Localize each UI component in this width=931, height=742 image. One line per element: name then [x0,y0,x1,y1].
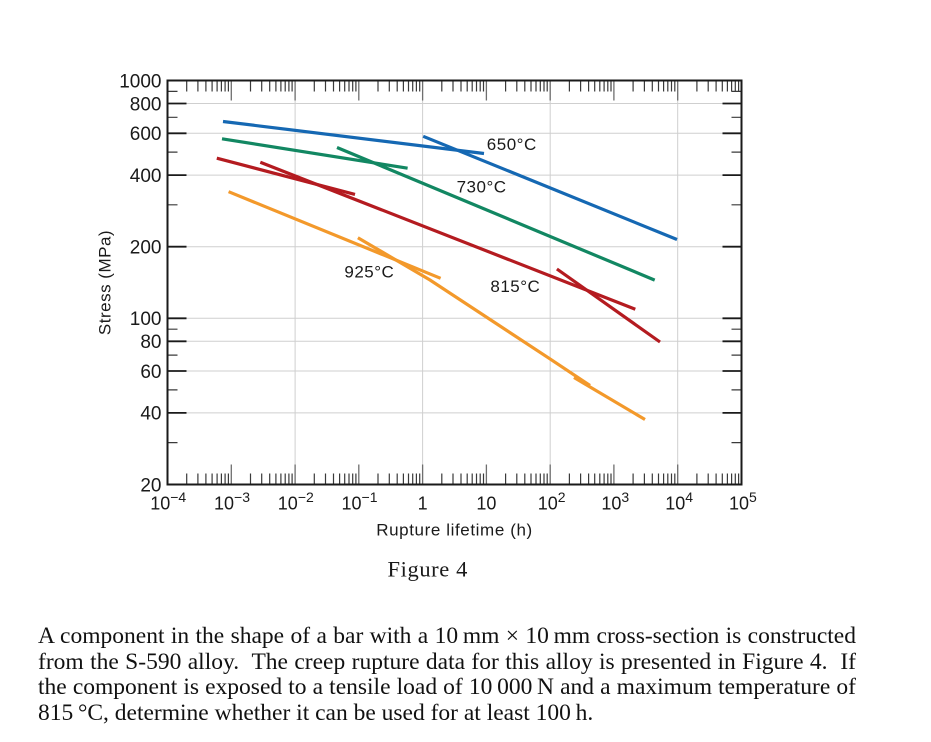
svg-text:200: 200 [130,238,162,259]
svg-text:80: 80 [140,332,161,353]
svg-text:Figure 4: Figure 4 [388,556,468,581]
svg-text:650°C: 650°C [487,135,537,154]
svg-text:730°C: 730°C [457,178,507,197]
svg-text:1000: 1000 [119,71,161,92]
svg-text:10−3: 10−3 [214,489,250,513]
svg-text:10−4: 10−4 [150,489,186,513]
svg-text:104: 104 [665,489,693,513]
svg-text:Stress (MPa): Stress (MPa) [96,230,115,335]
svg-text:10−1: 10−1 [342,489,378,513]
svg-text:600: 600 [130,124,162,145]
svg-text:100: 100 [130,309,162,330]
svg-text:1: 1 [418,493,428,513]
svg-text:Rupture lifetime (h): Rupture lifetime (h) [376,521,533,540]
svg-text:20: 20 [140,475,161,496]
svg-text:800: 800 [130,94,162,115]
svg-text:10−2: 10−2 [278,489,314,513]
svg-text:400: 400 [130,166,162,187]
svg-text:925°C: 925°C [344,263,394,282]
svg-text:815°C: 815°C [490,277,540,296]
svg-text:102: 102 [538,489,566,513]
svg-text:10: 10 [476,493,496,513]
svg-text:40: 40 [140,404,161,425]
svg-text:60: 60 [140,362,161,383]
svg-text:103: 103 [601,489,629,513]
svg-text:105: 105 [729,489,757,513]
